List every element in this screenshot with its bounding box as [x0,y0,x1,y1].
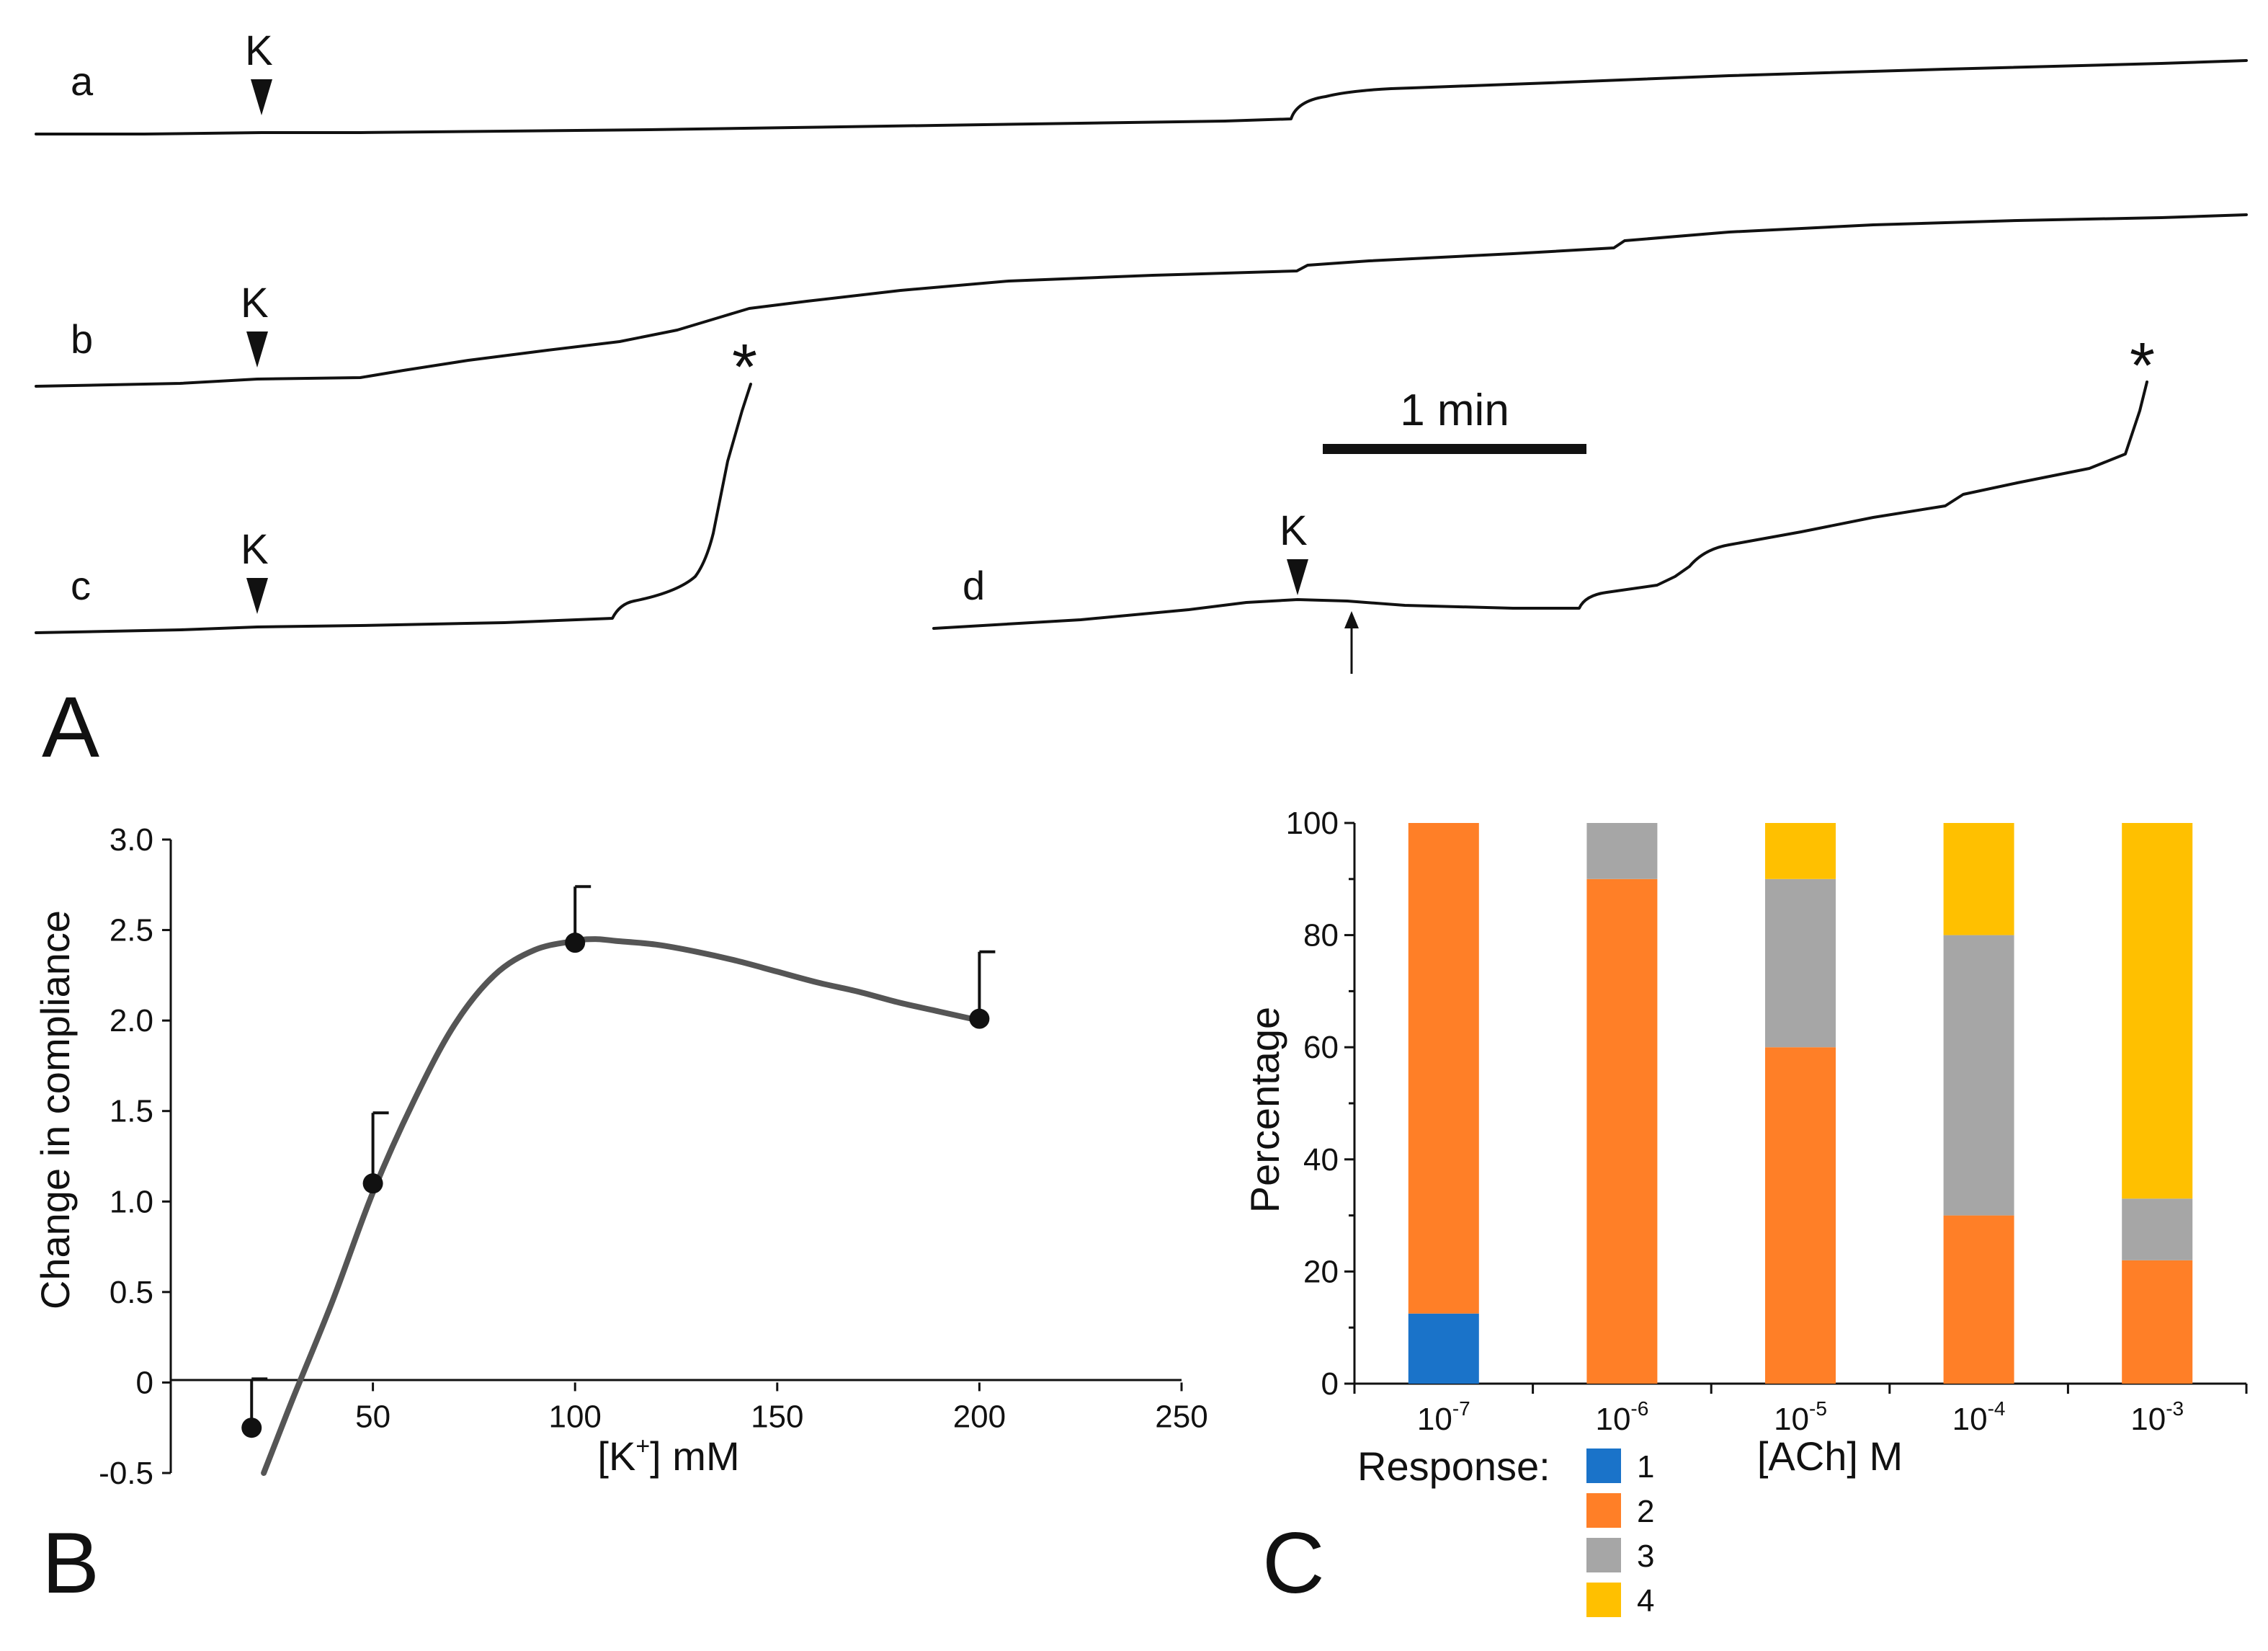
panel-label-a: A [42,679,99,775]
b-x-tick-label: 200 [953,1399,1006,1434]
c-bar-segment-response-3 [2122,1198,2193,1260]
c-legend-swatch [1586,1493,1621,1528]
c-bar-segment-response-1 [1408,1313,1479,1384]
b-x-tick-label: 150 [751,1399,803,1434]
c-x-tick-label: 10-3 [2130,1397,2184,1437]
panel-label-c: C [1262,1515,1325,1611]
b-data-point [969,1008,990,1029]
b-y-tick-label: 3.0 [110,822,153,858]
trace-a-arrowhead [251,79,272,115]
c-legend-label: 4 [1637,1583,1654,1619]
c-x-tick-label: 10-7 [1417,1397,1470,1437]
trace-c-label: c [71,563,91,608]
b-y-tick-label: 1.0 [110,1184,153,1219]
c-bar-segment-response-2 [1943,1215,2014,1384]
panel-a: a K b K c K * d K * 1 min A [35,27,2248,775]
c-bar-segment-response-3 [1943,935,2014,1216]
b-y-tick-label: -0.5 [99,1456,153,1491]
trace-d-label: d [963,563,985,608]
b-x-axis-title: [K+] mM [597,1433,739,1479]
b-x-ticks: 50 100 150 200 250 [355,1382,1208,1434]
c-bar-segment-response-4 [2122,823,2193,1199]
c-legend-title: Response: [1357,1443,1550,1489]
b-x-tick-label: 50 [355,1399,390,1434]
trace-b-arrowhead [246,331,268,368]
trace-c [35,383,752,634]
scale-bar [1323,444,1586,454]
c-legend-swatch [1586,1448,1621,1483]
c-legend: 1 2 3 4 [1586,1448,1654,1619]
c-bars [1408,823,2193,1384]
trace-d-end-star: * [2130,330,2155,402]
trace-d-arrowhead [1287,559,1308,595]
c-bar-segment-response-3 [1765,878,1836,1048]
b-y-tick-label: 0.5 [110,1275,153,1310]
b-y-tick-label: 1.5 [110,1094,153,1129]
trace-d-up-arrow-head [1344,611,1359,628]
c-bar-segment-response-2 [1765,1047,1836,1384]
c-legend-label: 3 [1637,1539,1654,1574]
b-y-ticks: -0.5 0 0.5 1.0 1.5 2.0 2.5 3.0 [99,822,171,1491]
c-y-tick-label: 100 [1286,806,1339,841]
b-data-point [362,1173,383,1194]
c-y-tick-label: 80 [1303,918,1339,953]
b-x-tick-label: 100 [548,1399,601,1434]
b-error-bars [250,885,996,1428]
c-x-tick-label: 10-4 [1952,1397,2006,1437]
trace-b [35,213,2248,388]
trace-a-label: a [71,58,94,104]
b-y-tick-label: 2.5 [110,913,153,948]
c-y-ticks: 0 20 40 60 80 100 [1286,806,1354,1402]
c-x-ticks: 10-7 10-6 10-5 10-4 10-3 [1353,1384,2248,1437]
trace-c-end-star: * [732,331,757,404]
c-bar-segment-response-4 [1765,823,1836,879]
c-x-axis-title: [ACh] M [1757,1433,1903,1479]
panel-label-b: B [42,1515,99,1611]
b-y-axis-title: Change in compliance [32,910,78,1309]
b-fit-curve [261,936,983,1476]
trace-a [35,59,2248,135]
b-y-tick-label: 2.0 [110,1003,153,1038]
b-x-tick-label: 250 [1155,1399,1207,1434]
b-data-points [241,933,990,1438]
c-legend-swatch [1586,1538,1621,1572]
trace-c-k-label: K [241,526,269,573]
trace-c-arrowhead [246,578,268,614]
panel-b: -0.5 0 0.5 1.0 1.5 2.0 2.5 3.0 50 100 150 200 250 C… [32,822,1208,1611]
c-y-tick-label: 20 [1303,1254,1339,1289]
scale-bar-label: 1 min [1400,386,1509,435]
c-y-tick-label: 0 [1321,1366,1339,1402]
c-x-tick-label: 10-5 [1774,1397,1827,1437]
trace-d [932,381,2148,630]
c-bar-segment-response-2 [1586,878,1658,1384]
b-y-tick-label: 0 [136,1365,153,1400]
c-bar-segment-response-3 [1586,823,1658,879]
c-bar-segment-response-2 [2122,1260,2193,1384]
trace-b-k-label: K [241,280,269,326]
c-y-tick-label: 60 [1303,1030,1339,1065]
trace-d-k-label: K [1280,507,1308,554]
c-y-tick-label: 40 [1303,1142,1339,1178]
c-x-tick-label: 10-6 [1595,1397,1648,1437]
b-data-point [241,1418,262,1438]
c-legend-label: 1 [1637,1449,1654,1485]
trace-a-k-label: K [245,27,273,74]
c-legend-label: 2 [1637,1494,1654,1529]
c-y-axis-title: Percentage [1242,1007,1287,1213]
c-bar-segment-response-4 [1943,823,2014,935]
c-bar-segment-response-2 [1408,823,1479,1314]
panel-c: 0 20 40 60 80 100 10-7 10-6 10-5 10-4 10-3 Percen… [1242,806,2248,1619]
trace-b-label: b [71,316,93,362]
b-data-point [565,933,586,953]
c-legend-swatch [1586,1583,1621,1617]
